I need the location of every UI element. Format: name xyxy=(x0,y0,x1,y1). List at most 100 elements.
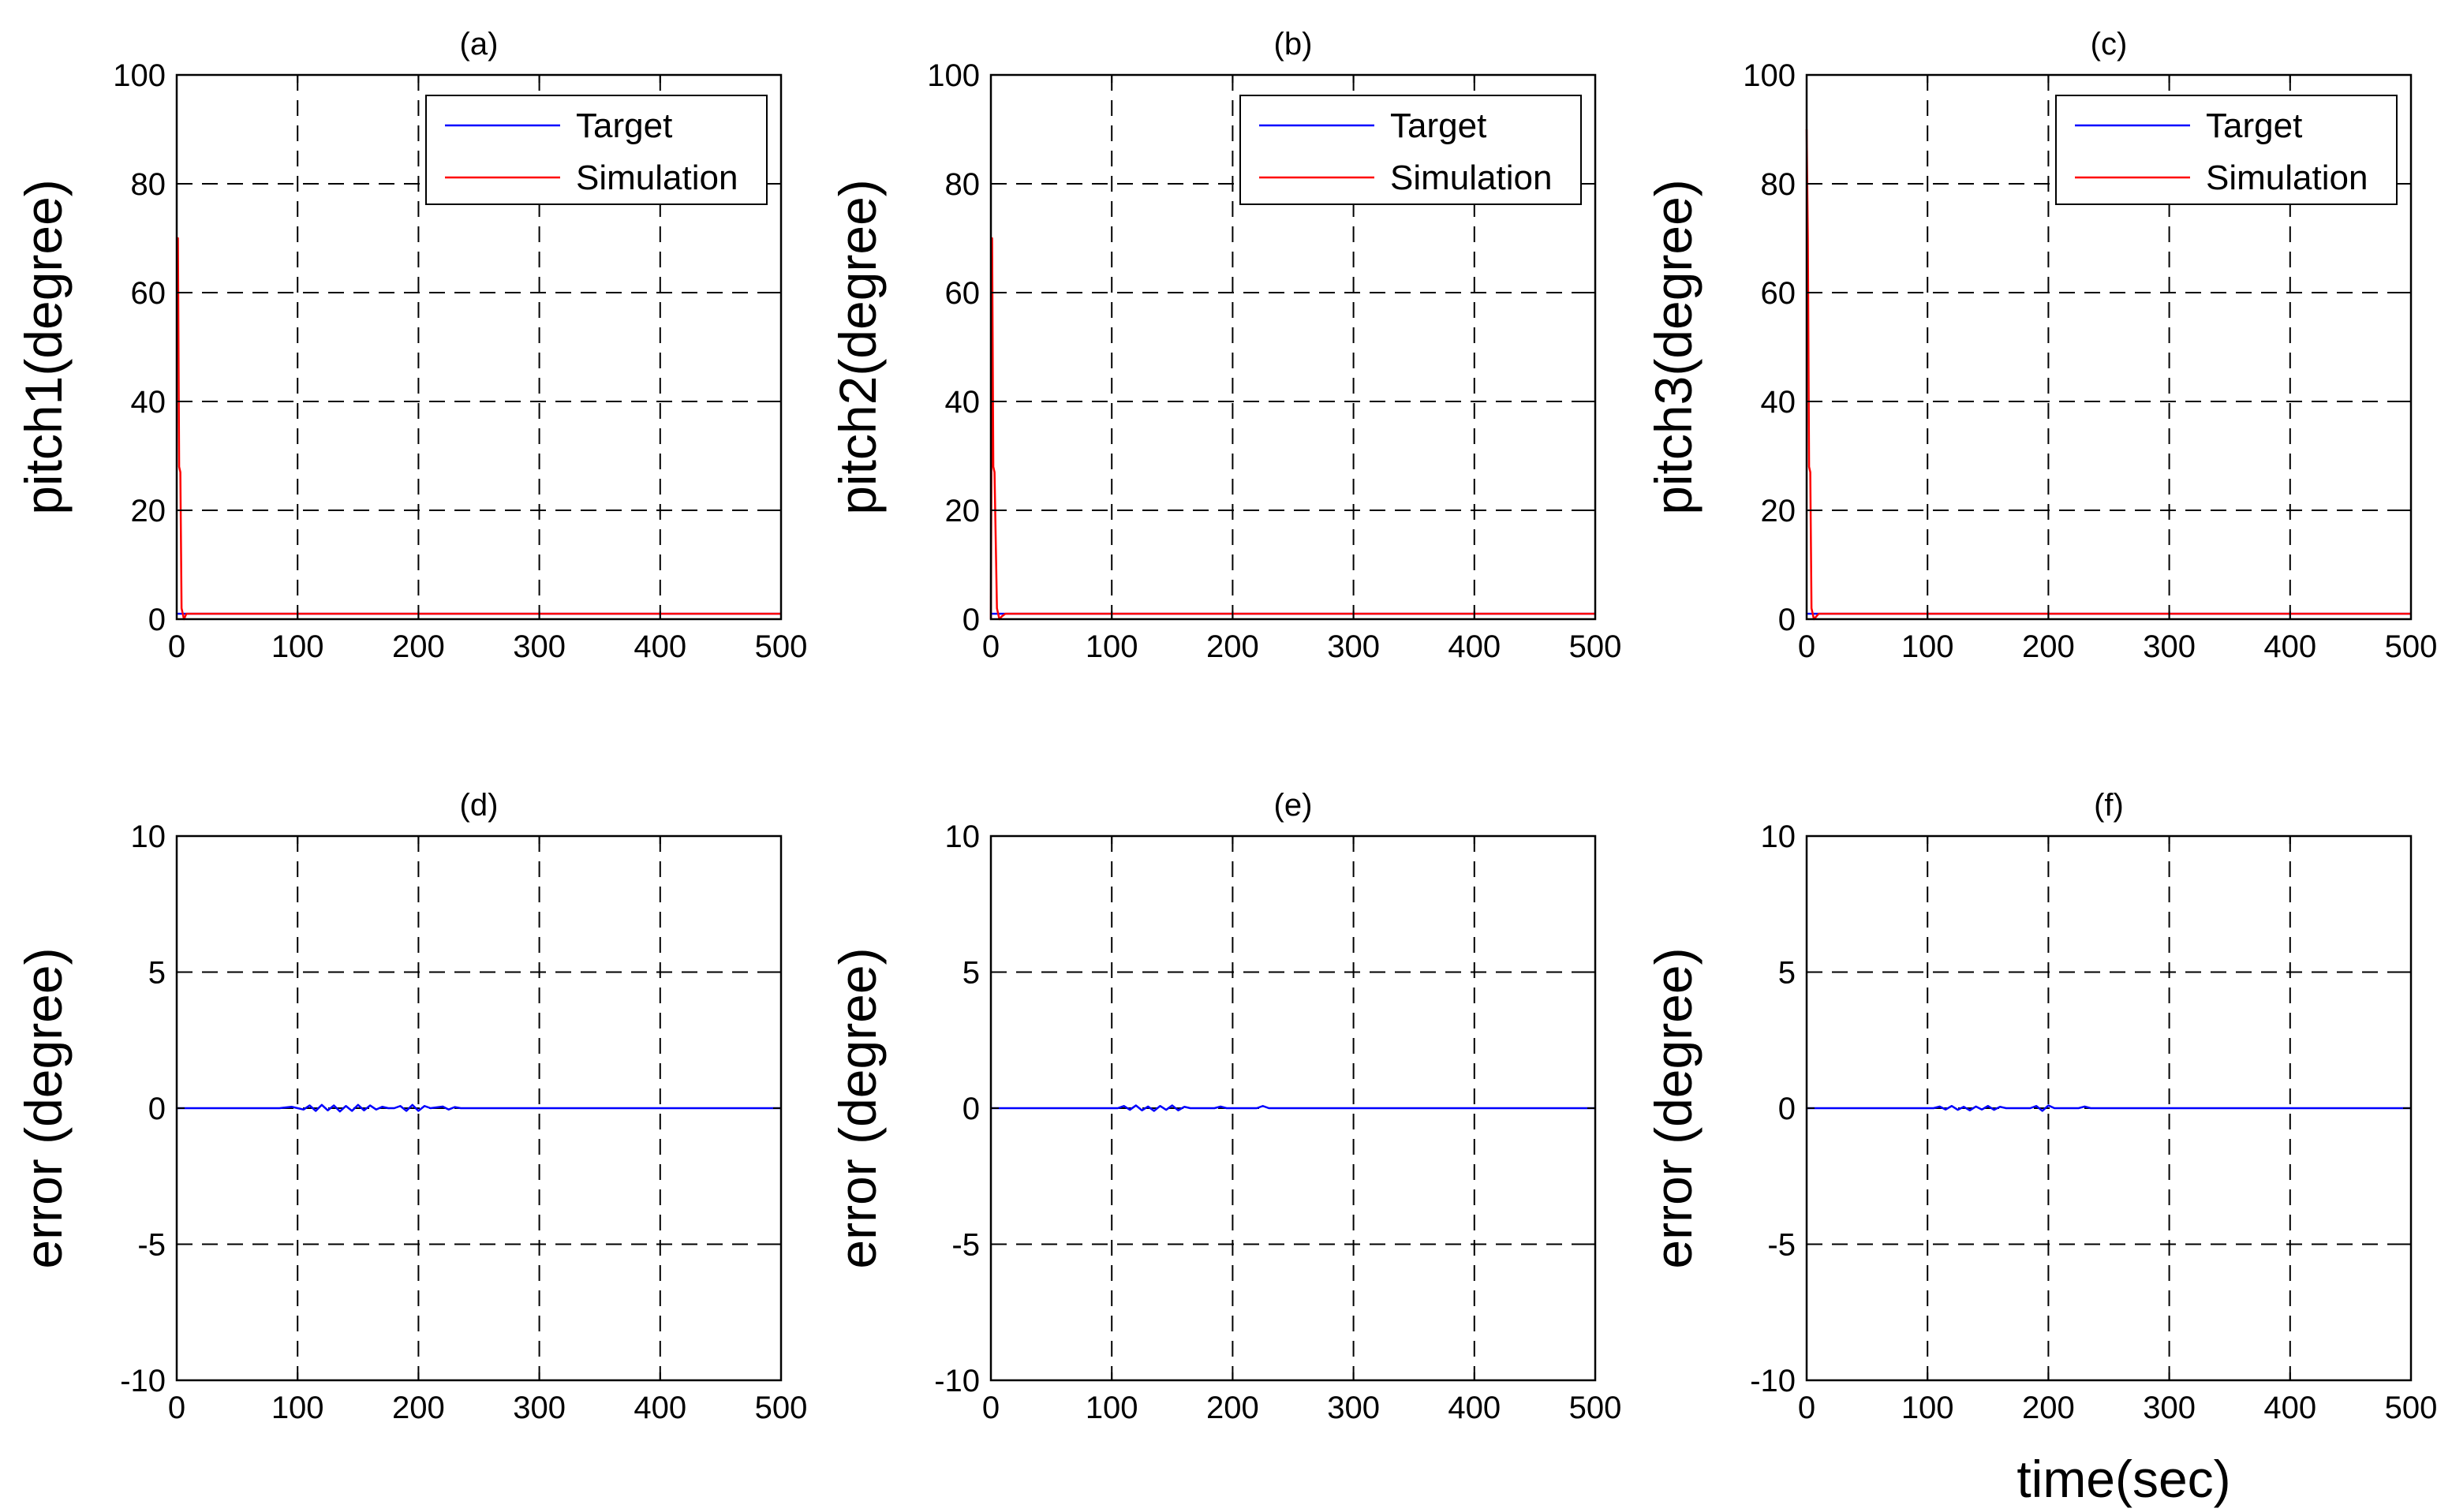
y-tick-label: 20 xyxy=(945,494,981,528)
panel-title: (d) xyxy=(460,788,499,823)
simulation-series-line xyxy=(177,237,781,621)
error-series-line xyxy=(991,1104,1595,1112)
panel-title: (c) xyxy=(2091,27,2128,62)
x-tick-label: 500 xyxy=(755,629,808,664)
x-tick-label: 200 xyxy=(392,629,445,664)
x-tick-label: 0 xyxy=(168,1391,185,1425)
x-tick-label: 100 xyxy=(1901,1391,1954,1425)
x-tick-label: 300 xyxy=(513,629,566,664)
x-tick-label: 400 xyxy=(634,629,686,664)
y-tick-label: 10 xyxy=(131,819,166,854)
x-tick-label: 0 xyxy=(982,1391,1000,1425)
x-tick-label: 200 xyxy=(1206,1391,1259,1425)
y-axis-label: error (degree) xyxy=(1644,947,1703,1268)
y-tick-label: 100 xyxy=(113,58,166,93)
panels-layer: 0 100 200 300 400 500020406080100(a)pitch1(de… xyxy=(14,27,2437,1425)
y-tick-label: -5 xyxy=(1767,1228,1796,1263)
panel-title: (f) xyxy=(2094,788,2124,823)
y-tick-label: 0 xyxy=(1778,603,1796,637)
y-tick-label: 60 xyxy=(945,276,981,311)
y-axis-label: pitch2(degree) xyxy=(828,179,887,515)
simulation-series-line xyxy=(989,237,1595,621)
legend: Target Simulation xyxy=(1239,95,1582,205)
y-tick-label: 40 xyxy=(131,385,166,420)
axes-frame xyxy=(1805,73,2413,621)
y-tick-label: 100 xyxy=(927,58,980,93)
axes-frame xyxy=(175,73,783,621)
chart-panel-c: 0 100 200 300 400 500 0 20 40 60 80 100 (c) pitch3(de… xyxy=(1644,27,2437,664)
chart-panel-f: 0 100 200 300 400 500 -10 -5 0 5 10 (f) error (degre… xyxy=(1644,788,2437,1425)
x-tick-label: 0 xyxy=(982,629,1000,664)
x-tick-label: 500 xyxy=(1569,629,1622,664)
y-tick-label: 0 xyxy=(148,1092,166,1126)
legend: Target Simulation xyxy=(2055,95,2398,205)
legend-label-target: Target xyxy=(1390,106,1486,145)
legend-label-simulation: Simulation xyxy=(1390,159,1552,197)
y-tick-label: 0 xyxy=(148,603,166,637)
x-tick-label: 100 xyxy=(271,629,324,664)
x-tick-label: 100 xyxy=(1086,1391,1138,1425)
x-tick-label: 100 xyxy=(271,1391,324,1425)
x-tick-label: 500 xyxy=(755,1391,808,1425)
y-tick-label: 5 xyxy=(148,956,166,991)
chart-panel-d: 0 100 200 300 400 500 -10 -5 0 5 10 (d) error (degre… xyxy=(14,788,807,1425)
y-tick-label: 5 xyxy=(1778,956,1796,991)
x-tick-label: 300 xyxy=(2143,629,2196,664)
y-tick-label: -10 xyxy=(1750,1364,1796,1398)
x-tick-label: 500 xyxy=(2385,1391,2438,1425)
legend-label-simulation: Simulation xyxy=(2206,159,2368,197)
legend-label-target: Target xyxy=(2206,106,2302,145)
y-tick-label: 0 xyxy=(962,603,980,637)
y-tick-label: 80 xyxy=(1761,167,1796,202)
y-tick-label: 40 xyxy=(1761,385,1796,420)
axes-frame xyxy=(989,73,1597,621)
y-tick-label: 100 xyxy=(1743,58,1796,93)
y-tick-label: -5 xyxy=(951,1228,980,1263)
y-axis-label: error (degree) xyxy=(828,947,887,1268)
x-tick-label: 300 xyxy=(1327,1391,1380,1425)
chart-panel-e: 0 100 200 300 400 500 -10 -5 0 5 10 (e) error (degre… xyxy=(828,788,1621,1425)
x-tick-label: 400 xyxy=(1448,629,1501,664)
error-series-line xyxy=(177,1103,781,1113)
x-tick-label: 300 xyxy=(513,1391,566,1425)
x-tick-label: 200 xyxy=(1206,629,1259,664)
y-tick-label: 60 xyxy=(131,276,166,311)
y-tick-label: -10 xyxy=(120,1364,166,1398)
x-tick-label: 200 xyxy=(2022,629,2075,664)
x-tick-label: 300 xyxy=(2143,1391,2196,1425)
y-tick-label: 40 xyxy=(945,385,981,420)
legend-label-target: Target xyxy=(576,106,672,145)
x-tick-label: 400 xyxy=(634,1391,686,1425)
y-tick-label: 60 xyxy=(1761,276,1796,311)
x-tick-label: 200 xyxy=(392,1391,445,1425)
x-tick-label: 400 xyxy=(1448,1391,1501,1425)
y-tick-label: -5 xyxy=(137,1228,166,1263)
y-tick-label: 20 xyxy=(1761,494,1796,528)
x-tick-label: 200 xyxy=(2022,1391,2075,1425)
panel-title: (b) xyxy=(1274,27,1313,62)
x-tick-label: 500 xyxy=(2385,629,2438,664)
y-tick-label: 0 xyxy=(1778,1092,1796,1126)
x-tick-label: 400 xyxy=(2263,1391,2316,1425)
shared-x-axis-label: time(sec) xyxy=(2017,1450,2230,1508)
panel-title: (e) xyxy=(1274,788,1313,823)
legend: Target Simulation xyxy=(425,95,768,205)
simulation-series-line xyxy=(1805,129,2411,621)
x-tick-label: 0 xyxy=(1798,1391,1815,1425)
x-tick-label: 400 xyxy=(2263,629,2316,664)
y-axis-label: pitch1(degree) xyxy=(14,179,73,515)
error-series-line xyxy=(1807,1104,2411,1112)
y-tick-label: 10 xyxy=(1761,819,1796,854)
x-tick-label: 0 xyxy=(168,629,185,664)
y-axis-label: pitch3(degree) xyxy=(1644,179,1703,515)
chart-panel-b: 0 100 200 300 400 500 0 20 40 60 80 100 (b) pitch2(de… xyxy=(828,27,1621,664)
x-tick-label: 100 xyxy=(1086,629,1138,664)
y-tick-label: 80 xyxy=(945,167,981,202)
y-tick-label: 5 xyxy=(962,956,980,991)
legend-box xyxy=(1239,95,1582,205)
y-tick-label: -10 xyxy=(934,1364,980,1398)
x-tick-label: 300 xyxy=(1327,629,1380,664)
x-tick-label: 0 xyxy=(1798,629,1815,664)
legend-box xyxy=(425,95,768,205)
